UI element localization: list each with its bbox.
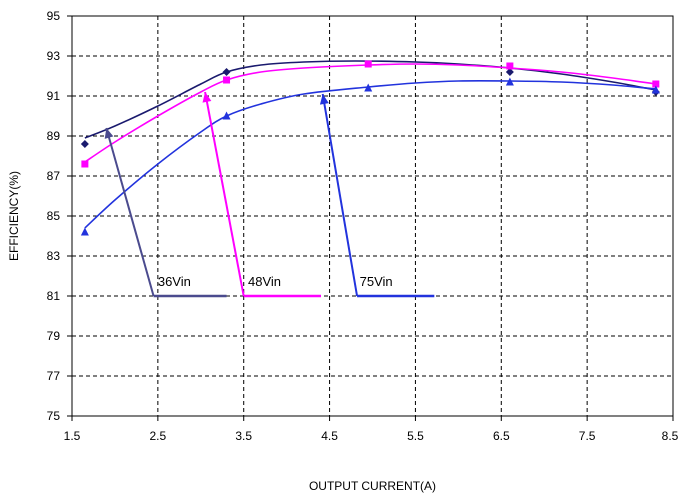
annotation-label-36vin: 36Vin [158,274,191,289]
point-48vin [364,60,372,68]
y-tick-label: 75 [47,409,61,423]
y-tick-label: 93 [47,49,61,63]
annotation-pointer-48vin [204,91,245,297]
y-tick-label: 83 [47,249,61,263]
plot-area [71,15,674,417]
x-tick-label: 2.5 [150,429,167,443]
y-tick-label: 81 [47,289,61,303]
annotation-pointer-75vin [321,93,359,297]
annotation-arrowhead-36vin [104,128,114,139]
x-axis-title: OUTPUT CURRENT(A) [309,479,436,493]
point-48vin [81,160,89,168]
x-tick-label: 5.5 [407,429,424,443]
point-75vin [651,85,660,94]
x-tick-label: 3.5 [235,429,252,443]
y-tick-label: 91 [47,89,61,103]
point-36vin [505,68,514,76]
y-tick-label: 89 [47,129,61,143]
point-36vin [80,140,89,148]
y-tick-label: 95 [47,9,61,23]
annotation-label-75vin: 75Vin [360,274,393,289]
series-group [80,60,660,236]
axes [67,15,674,421]
x-tick-label: 7.5 [579,429,596,443]
x-tick-label: 4.5 [321,429,338,443]
y-tick-labels: 75 77 79 81 83 85 87 89 91 93 95 [47,9,61,423]
annotation-pointer-36vin [105,127,155,297]
series-line-36vin [84,60,656,139]
x-tick-labels: 1.5 2.5 3.5 4.5 5.5 6.5 7.5 8.5 [64,429,679,443]
x-tick-label: 6.5 [493,429,510,443]
point-75vin [505,77,514,86]
point-75vin [364,83,373,92]
y-tick-label: 77 [47,369,61,383]
x-tick-label: 1.5 [64,429,81,443]
point-75vin [222,111,231,120]
series-line-48vin [84,63,656,163]
point-48vin [506,62,514,70]
y-tick-label: 79 [47,329,61,343]
annotation-arrowhead-48vin [202,92,212,103]
series-line-75vin [84,80,656,229]
x-tick-label: 8.5 [662,429,679,443]
y-axis-title: EFFICIENCY(%) [7,171,21,261]
y-tick-label: 87 [47,169,61,183]
point-75vin [80,227,89,236]
point-48vin [652,80,660,88]
y-tick-label: 85 [47,209,61,223]
point-48vin [223,76,231,84]
point-36vin [222,68,231,76]
annotation-label-48vin: 48Vin [248,274,281,289]
annotation-group: 36Vin 48Vin 75Vin [104,91,435,298]
annotation-arrowhead-75vin [319,94,329,105]
